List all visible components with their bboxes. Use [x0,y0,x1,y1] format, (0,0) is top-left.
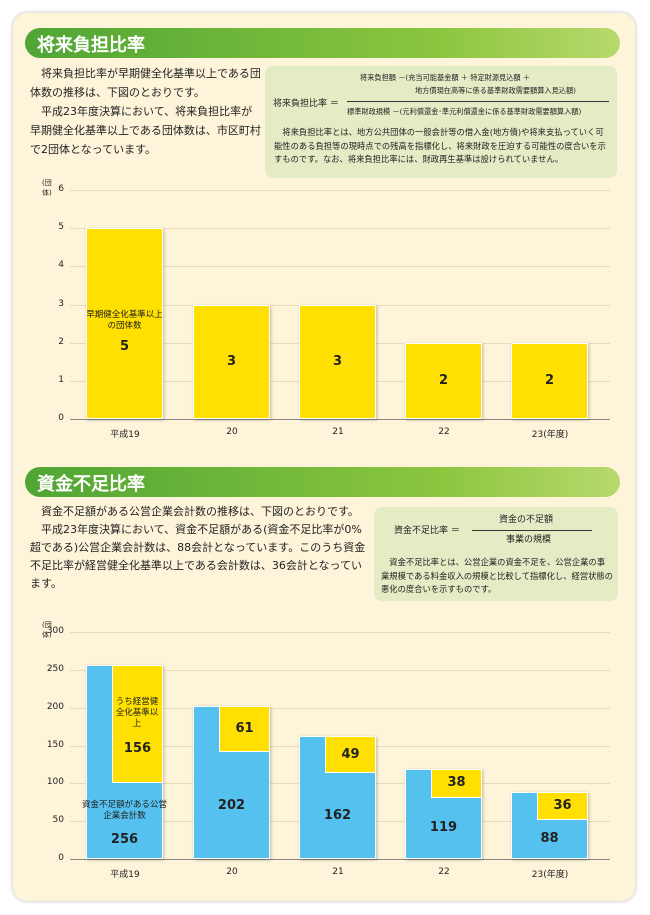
y-tick-label: 300 [46,626,64,636]
bar-threshold-label: 156 [123,741,152,757]
y-tick-label: 100 [46,777,64,788]
y-tick-label: 0 [58,853,64,863]
formula-numerator: 将来負担額 －(充当可能基金額 ＋ 特定財源見込額 ＋ [360,73,531,82]
bar-value-label: 2 [544,372,555,388]
definition-note-1: 将来負担比率とは、地方公共団体の一般会計等の借入金(地方債)や将来支払っていく可… [274,127,606,164]
bar-total-label: 202 [217,797,246,813]
paragraph: 資金不足額がある公営企業会計数の推移は、下図のとおりです。 [41,505,359,518]
x-tick-label: 平成19 [110,430,140,440]
formula-box-2: 資金不足比率 ＝ 資金の不足額 事業の規模 資金不足比率とは、公営企業の資金不足… [374,507,618,601]
x-axis [70,859,610,860]
intro-text-1: 将来負担比率が早期健全化基準以上である団体数の推移は、下図のとおりです。 平成2… [30,64,262,159]
bar-value-label: 3 [226,353,237,369]
gridline [70,190,610,191]
x-tick-label: 23(年度) [531,430,569,440]
section-title-fund-shortage: 資金不足比率 [25,467,620,497]
bar-value-label: 2 [438,372,449,388]
section-title-future-burden: 将来負担比率 [25,28,620,58]
y-tick-label: 3 [58,298,64,309]
x-tick-label: 平成19 [110,870,140,880]
bar-over-threshold [325,736,376,774]
bar-over-threshold [112,665,163,784]
bar-threshold-label: 38 [447,775,466,791]
bar-total-label: 162 [323,808,352,824]
x-tick-label: 20 [226,867,238,877]
bar-threshold-label: 61 [235,721,254,737]
paragraph: 将来負担比率が早期健全化基準以上である団体数の推移は、下図のとおりです。 [30,67,261,99]
bar-threshold-label: 49 [341,746,360,762]
gridline [70,228,610,230]
fraction-line [472,530,592,531]
bar-annotation-threshold: うち経営健全化基準以上 [115,697,159,729]
formula-box-1: 将来負担比率 ＝ 将来負担額 －(充当可能基金額 ＋ 特定財源見込額 ＋ 地方債… [265,66,617,178]
bar-total-label: 88 [540,831,559,847]
paragraph: 平成23年度決算において、将来負担比率が早期健全化基準以上である団体数は、市区町… [30,105,261,156]
gridline [70,266,610,268]
y-tick-label: 6 [58,184,64,194]
y-axis-unit: (団体) [42,621,52,639]
y-tick-label: 150 [46,739,64,750]
gridline [70,669,610,671]
y-tick-label: 250 [46,663,64,674]
y-tick-label: 50 [52,815,64,826]
formula-lhs: 資金不足比率 ＝ [394,526,460,536]
paragraph: 平成23年度決算において、資金不足額がある(資金不足比率が0%超である)公営企業… [30,523,366,590]
y-tick-label: 5 [58,222,64,233]
bar [511,342,588,419]
y-axis-unit: (団体) [42,179,52,197]
gridline [70,632,610,633]
bar-total-label: 119 [429,820,458,836]
bar-threshold-label: 36 [553,798,572,814]
intro-text-2: 資金不足額がある公営企業会計数の推移は、下図のとおりです。 平成23年度決算にお… [30,503,372,593]
y-tick-label: 4 [58,260,64,271]
bar [405,342,482,419]
y-tick-label: 2 [58,336,64,347]
y-tick-label: 200 [46,701,64,712]
bar [86,228,163,419]
y-tick-label: 0 [58,413,64,423]
x-tick-label: 20 [226,427,238,437]
bar [299,304,376,419]
x-axis [70,419,610,420]
bar-annotation: 早期健全化基準以上の団体数 [86,310,163,331]
formula-denominator: 標準財政規模 －(元利償還金･準元利償還金に係る基準財政需要額算入額) [347,107,582,116]
bar-annotation-total: 資金不足額がある公営企業会計数 [82,800,168,821]
gridline [70,707,610,709]
x-tick-label: 21 [332,427,344,437]
definition-note-2: 資金不足比率とは、公営企業の資金不足を、公営企業の事業規模である料金収入の規模と… [381,557,613,594]
bar-over-threshold [537,792,588,820]
x-tick-label: 23(年度) [531,870,569,880]
fraction-line [347,101,609,102]
x-tick-label: 22 [438,427,450,437]
bar-value-label: 3 [332,353,343,369]
formula-numerator: 資金の不足額 [499,515,554,525]
formula-denominator: 事業の規模 [506,535,552,545]
y-tick-label: 1 [58,374,64,385]
formula-numerator-2: 地方債現在高等に係る基準財政需要額算入見込額) [415,86,576,95]
bar-value-label: 5 [119,339,130,354]
bar-over-threshold [219,706,270,753]
x-tick-label: 22 [438,867,450,877]
bar [193,304,270,419]
bar-over-threshold [431,768,482,798]
bar-total-label: 256 [110,832,139,847]
formula-lhs: 将来負担比率 ＝ [273,99,339,109]
x-tick-label: 21 [332,867,344,877]
